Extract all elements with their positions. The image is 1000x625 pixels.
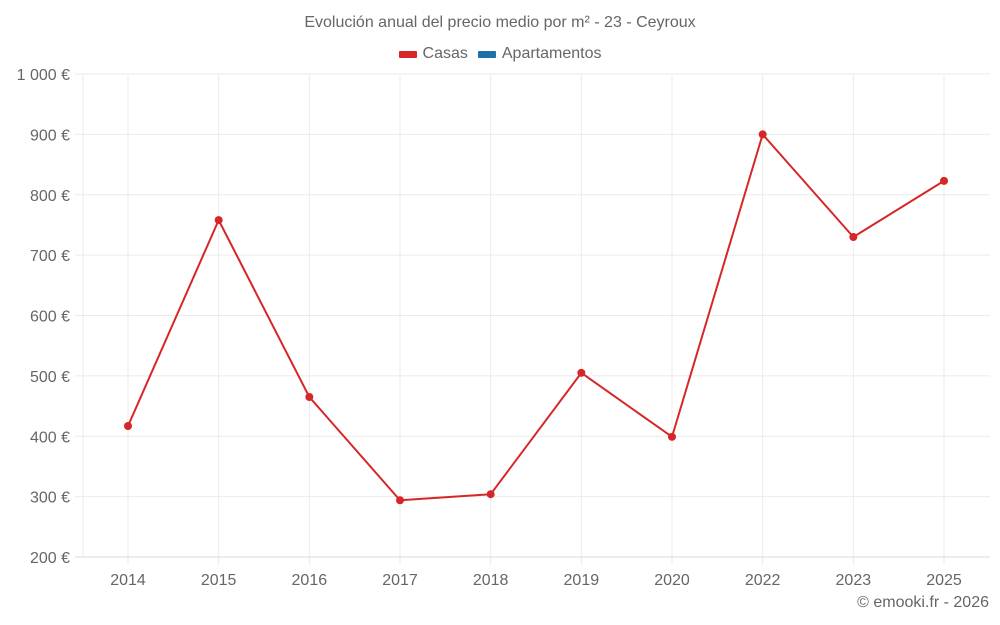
casas-swatch-icon (398, 50, 417, 58)
x-tick-label: 2020 (654, 572, 690, 589)
x-tick-label: 2019 (564, 572, 600, 589)
y-tick-label: 600 € (30, 309, 70, 326)
grid-lines (75, 73, 990, 565)
y-tick-label: 200 € (30, 550, 70, 567)
data-point-marker[interactable] (305, 393, 314, 402)
y-tick-label: 500 € (30, 369, 70, 386)
x-tick-label: 2018 (473, 572, 509, 589)
series-line (127, 133, 945, 502)
data-point-marker[interactable] (396, 496, 404, 505)
y-axis: 200 € 300 € 400 € 500 € 600 € 700 € 800 € 900 €… (17, 67, 70, 567)
x-tick-label: 2022 (745, 572, 781, 589)
series-casas (124, 130, 948, 505)
x-tick-label: 2025 (926, 572, 962, 589)
y-tick-label: 900 € (30, 127, 70, 144)
x-tick-label: 2017 (382, 572, 418, 589)
legend-label-casas: Casas (422, 45, 468, 62)
x-tick-label: 2014 (110, 572, 146, 589)
y-tick-label: 400 € (30, 429, 70, 446)
chart-title: Evolución anual del precio medio por m² … (304, 14, 696, 31)
legend-item-casas[interactable]: Casas (398, 45, 468, 63)
data-point-marker[interactable] (214, 216, 223, 225)
y-tick-label: 700 € (30, 248, 70, 265)
data-point-marker[interactable] (940, 176, 948, 185)
x-tick-label: 2015 (201, 572, 237, 589)
data-point-marker[interactable] (668, 432, 676, 441)
data-point-marker[interactable] (849, 233, 858, 242)
legend-label-apartamentos: Apartamentos (501, 45, 602, 62)
apartamentos-swatch-icon (477, 50, 496, 58)
credit-text: © emooki.fr - 2026 (857, 594, 989, 611)
x-tick-label: 2016 (292, 572, 328, 589)
legend-item-apartamentos[interactable]: Apartamentos (477, 45, 602, 63)
x-axis: 2014 2015 2016 2017 2018 2019 2020 2022 2023 2025 (110, 572, 962, 589)
y-tick-label: 800 € (30, 188, 70, 205)
y-tick-label: 300 € (30, 490, 70, 507)
data-point-marker[interactable] (758, 130, 767, 139)
legend: Casas Apartamentos (0, 45, 1000, 63)
data-point-marker[interactable] (124, 421, 132, 430)
x-tick-label: 2023 (836, 572, 872, 589)
y-tick-label: 1 000 € (17, 67, 70, 84)
data-point-marker[interactable] (486, 490, 495, 499)
data-point-marker[interactable] (577, 368, 586, 377)
